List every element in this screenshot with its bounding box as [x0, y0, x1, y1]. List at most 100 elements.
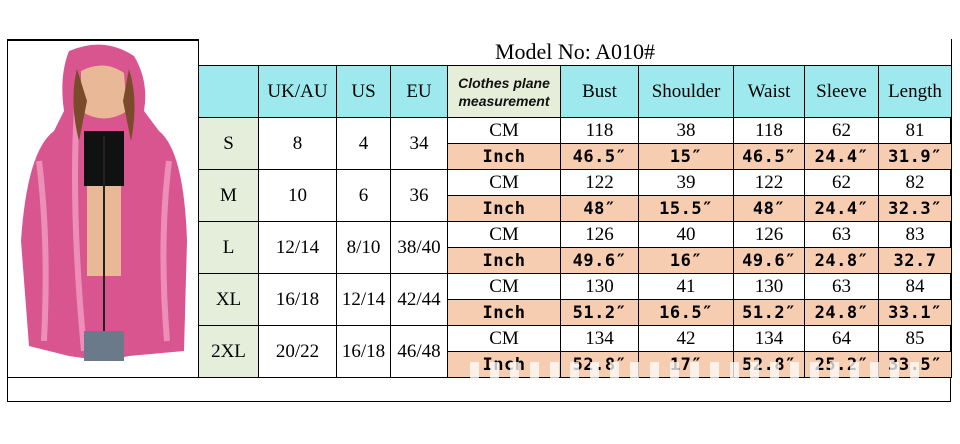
- size-label: M: [198, 169, 259, 222]
- cm-value: 122: [560, 169, 639, 196]
- cm-value: 63: [804, 273, 879, 300]
- inch-value: 32.7: [878, 247, 952, 274]
- size-row-inch: Inch 48″ 15.5″ 48″ 24.4″ 32.3″: [199, 195, 952, 222]
- unit-cm: CM: [447, 273, 561, 300]
- unit-inch: Inch: [447, 351, 561, 378]
- unit-inch: Inch: [447, 247, 561, 274]
- header-row: UK/AU US EU Clothes plane measurement Bu…: [198, 65, 952, 118]
- footer-row: [7, 377, 951, 378]
- cm-value: 134: [560, 325, 639, 352]
- header-shoulder: Shoulder: [638, 65, 734, 118]
- unit-cm: CM: [447, 169, 561, 196]
- size-uk: 12/14: [258, 221, 337, 274]
- cm-value: 63: [804, 221, 879, 248]
- size-us: 12/14: [336, 273, 391, 326]
- cm-value: 39: [638, 169, 734, 196]
- size-row-cm: L 12/14 8/10 38/40 CM 126 40 126 63 83: [198, 221, 952, 274]
- size-label: S: [198, 117, 259, 170]
- size-row-cm: 2XL 20/22 16/18 46/48 CM 134 42 134 64 85: [198, 325, 952, 378]
- inch-value: 16.5″: [638, 299, 734, 326]
- cm-value: 62: [804, 117, 879, 144]
- size-us: 4: [336, 117, 391, 170]
- inch-value: 48″: [560, 195, 639, 222]
- size-uk: 10: [258, 169, 337, 222]
- inch-value: 25.2″: [804, 351, 879, 378]
- unit-cm: CM: [447, 117, 561, 144]
- inch-value: 15.5″: [638, 195, 734, 222]
- inch-value: 33.1″: [878, 299, 952, 326]
- size-label: 2XL: [198, 325, 259, 378]
- cm-value: 81: [878, 117, 952, 144]
- size-us: 6: [336, 169, 391, 222]
- cm-value: 83: [878, 221, 952, 248]
- model-photo: [9, 41, 198, 377]
- size-row-cm: S 8 4 34 CM 118 38 118 62 81: [198, 117, 952, 170]
- cm-value: 130: [733, 273, 805, 300]
- unit-inch: Inch: [447, 143, 561, 170]
- cm-value: 126: [733, 221, 805, 248]
- inch-value: 49.6″: [560, 247, 639, 274]
- cm-value: 38: [638, 117, 734, 144]
- size-eu: 38/40: [390, 221, 448, 274]
- cm-value: 42: [638, 325, 734, 352]
- cm-value: 41: [638, 273, 734, 300]
- inch-value: 49.6″: [733, 247, 805, 274]
- unit-cm: CM: [447, 221, 561, 248]
- header-us: US: [336, 65, 391, 118]
- cm-value: 122: [733, 169, 805, 196]
- size-us: 16/18: [336, 325, 391, 378]
- cm-value: 82: [878, 169, 952, 196]
- inch-value: 51.2″: [560, 299, 639, 326]
- inch-value: 33.5″: [878, 351, 952, 378]
- inch-value: 24.8″: [804, 299, 879, 326]
- size-chart-table: Model No: A010# UK/AU US EU Clothes plan…: [198, 39, 952, 378]
- header-sleeve: Sleeve: [804, 65, 879, 118]
- size-uk: 20/22: [258, 325, 337, 378]
- cm-value: 62: [804, 169, 879, 196]
- size-label: L: [198, 221, 259, 274]
- inch-value: 31.9″: [878, 143, 952, 170]
- size-row-inch: Inch 51.2″ 16.5″ 51.2″ 24.8″ 33.1″: [199, 299, 952, 326]
- inch-value: 52.8″: [733, 351, 805, 378]
- unit-inch: Inch: [447, 195, 561, 222]
- size-row-cm: XL 16/18 12/14 42/44 CM 130 41 130 63 84: [198, 273, 952, 326]
- size-label: XL: [198, 273, 259, 326]
- header-length: Length: [878, 65, 952, 118]
- inch-value: 24.4″: [804, 143, 879, 170]
- inch-value: 17″: [638, 351, 734, 378]
- header-bust: Bust: [560, 65, 639, 118]
- inch-value: 24.4″: [804, 195, 879, 222]
- header-size: [198, 65, 259, 118]
- size-uk: 8: [258, 117, 337, 170]
- cm-value: 134: [733, 325, 805, 352]
- size-eu: 42/44: [390, 273, 448, 326]
- inch-value: 46.5″: [560, 143, 639, 170]
- unit-inch: Inch: [447, 299, 561, 326]
- size-eu: 46/48: [390, 325, 448, 378]
- cm-value: 118: [560, 117, 639, 144]
- cm-value: 130: [560, 273, 639, 300]
- size-uk: 16/18: [258, 273, 337, 326]
- model-number-title: Model No: A010#: [198, 39, 952, 66]
- inch-value: 51.2″: [733, 299, 805, 326]
- header-eu: EU: [390, 65, 448, 118]
- size-eu: 36: [390, 169, 448, 222]
- size-us: 8/10: [336, 221, 391, 274]
- cm-value: 85: [878, 325, 952, 352]
- inch-value: 46.5″: [733, 143, 805, 170]
- inch-value: 32.3″: [878, 195, 952, 222]
- inch-value: 52.8″: [560, 351, 639, 378]
- size-eu: 34: [390, 117, 448, 170]
- header-waist: Waist: [733, 65, 805, 118]
- header-uk: UK/AU: [258, 65, 337, 118]
- inch-value: 48″: [733, 195, 805, 222]
- cm-value: 118: [733, 117, 805, 144]
- size-row-cm: M 10 6 36 CM 122 39 122 62 82: [198, 169, 952, 222]
- unit-cm: CM: [447, 325, 561, 352]
- cm-value: 84: [878, 273, 952, 300]
- inch-value: 15″: [638, 143, 734, 170]
- cm-value: 64: [804, 325, 879, 352]
- inch-value: 24.8″: [804, 247, 879, 274]
- inch-value: 16″: [638, 247, 734, 274]
- cm-value: 40: [638, 221, 734, 248]
